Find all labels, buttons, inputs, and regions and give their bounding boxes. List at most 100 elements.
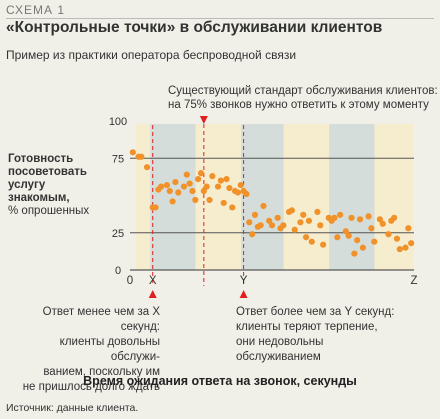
data-point [396, 246, 403, 253]
data-point [229, 204, 236, 211]
background-band [136, 123, 151, 270]
background-band [283, 123, 330, 270]
data-point [297, 219, 304, 226]
data-point [348, 214, 355, 221]
data-point [408, 240, 415, 247]
data-point [163, 181, 171, 189]
data-point [234, 189, 242, 196]
data-point [237, 181, 244, 189]
data-point [243, 190, 250, 198]
x-tick-label: Y [240, 275, 248, 287]
data-point [280, 222, 287, 229]
data-point [402, 244, 409, 251]
data-point [334, 234, 341, 241]
y-tick-label: 75 [112, 153, 124, 165]
y-tick-label: 100 [109, 116, 127, 128]
data-point [195, 176, 202, 183]
callout-line-1: Существующий стандарт обслуживания клиен… [168, 85, 438, 97]
data-point [302, 234, 310, 241]
data-point [266, 217, 273, 224]
note-right-line-1: Ответ более чем за Y секунд: [236, 306, 395, 318]
background-bands [136, 123, 414, 270]
data-point [371, 238, 378, 245]
x-tick-label: 0 [127, 275, 133, 287]
note-right-line-3: они недовольны [236, 336, 324, 348]
background-band [150, 123, 196, 270]
data-point [337, 211, 344, 218]
data-point [342, 228, 349, 235]
reference-lines [130, 157, 414, 234]
y-axis-label-line-5: % опрошенных [8, 205, 90, 217]
data-point [226, 184, 233, 192]
data-point [143, 164, 151, 171]
note-below-x: Ответ менее чем за X секунд: клиенты дов… [12, 305, 160, 395]
data-point [365, 213, 372, 220]
note-above-y: Ответ более чем за Y секунд: клиенты тер… [236, 305, 426, 365]
data-point [129, 149, 136, 156]
data-point [368, 225, 375, 232]
data-point [158, 183, 165, 190]
data-point [223, 176, 230, 183]
data-point [345, 232, 352, 239]
y-axis-label-line-4: знакомым, [8, 192, 70, 204]
x-tick-labels: 0 X Y Z [127, 275, 418, 287]
marker-triangle-up [239, 290, 248, 298]
data-point [291, 226, 298, 233]
data-point [138, 153, 145, 160]
x-tick-label: X [149, 275, 157, 287]
data-point [189, 187, 196, 195]
data-point [308, 238, 315, 245]
data-point [317, 222, 324, 229]
data-point [379, 220, 386, 227]
data-point [314, 208, 321, 215]
data-point [354, 237, 361, 244]
data-point [393, 235, 401, 242]
y-axis-label-line-3: услугу [8, 179, 46, 191]
data-point [180, 183, 188, 190]
x-tick-label: Z [410, 275, 417, 287]
background-band [241, 123, 284, 270]
data-point [200, 187, 207, 195]
marker-triangle-down [199, 116, 208, 124]
data-point [186, 180, 193, 187]
y-axis-label-line-1: Готовность [8, 153, 74, 165]
data-point [183, 171, 190, 178]
callout-line-2: на 75% звонков нужно ответить к этому мо… [168, 99, 429, 111]
data-point [376, 216, 384, 223]
data-point [288, 207, 295, 214]
data-point [175, 189, 182, 196]
source-note: Источник: данные клиента. [6, 402, 139, 414]
data-point [152, 204, 159, 211]
standard-callout: Существующий стандарт обслуживания клиен… [168, 84, 438, 112]
data-point [331, 214, 338, 221]
threshold-markers [148, 116, 248, 298]
y-tick-label: 25 [112, 228, 124, 240]
note-left-line-2: клиенты довольны обслужи- [59, 336, 160, 363]
data-point [274, 214, 281, 221]
data-point [197, 170, 205, 177]
y-tick-label: 0 [115, 265, 121, 277]
data-point [257, 222, 264, 229]
x-axis-title: Время ожидания ответа на звонок, секунды [83, 374, 357, 388]
y-axis-label-line-2: посоветовать [8, 166, 87, 178]
background-band [195, 123, 242, 270]
chart-title: «Контрольные точки» в обслуживании клиен… [6, 19, 383, 36]
data-point [192, 196, 199, 204]
data-point [300, 211, 307, 218]
data-point [249, 231, 256, 238]
data-point [268, 222, 276, 229]
data-point [251, 211, 259, 218]
header-rule [6, 18, 434, 19]
note-right-line-4: обслуживанием [236, 351, 321, 363]
data-point [217, 177, 224, 184]
data-point [320, 241, 327, 248]
data-point [260, 202, 267, 210]
data-point [246, 219, 253, 226]
data-point [359, 244, 366, 251]
data-point [391, 214, 398, 221]
y-tick-labels: 0 25 75 100 [109, 116, 127, 277]
data-point [220, 199, 227, 207]
data-point [206, 196, 213, 204]
marker-triangle-up [148, 290, 157, 298]
